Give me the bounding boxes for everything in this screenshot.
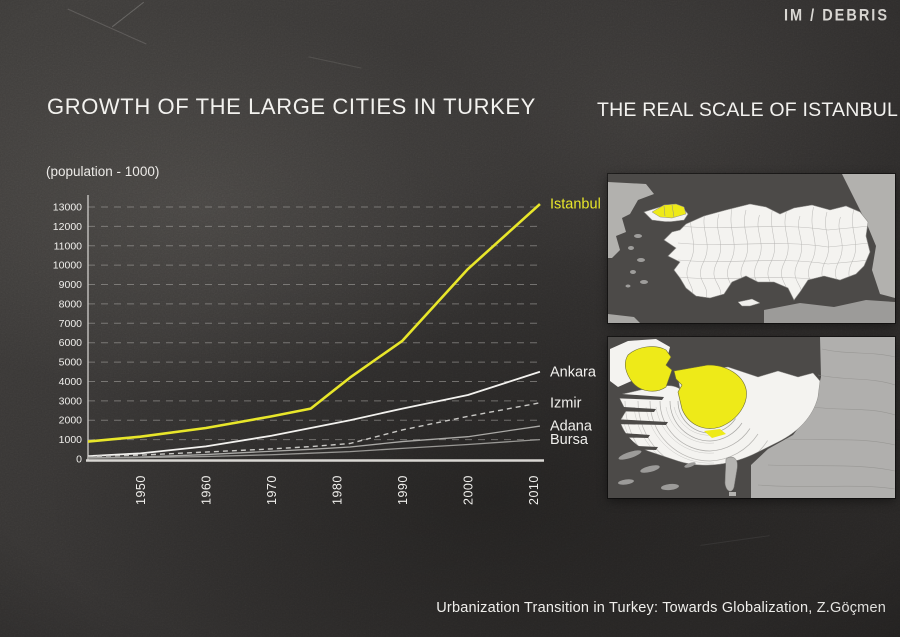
turkey-provinces-map <box>608 174 895 323</box>
y-axis-tick-label: 3000 <box>59 395 83 407</box>
y-axis-tick-label: 7000 <box>59 318 83 330</box>
series-label-istanbul: Istanbul <box>550 197 601 213</box>
x-axis-tick-label: 1970 <box>265 475 279 505</box>
y-axis-tick-label: 4000 <box>59 376 83 388</box>
y-axis-tick-label: 10000 <box>53 260 82 272</box>
y-axis-tick-label: 8000 <box>59 298 83 310</box>
scratch-mark <box>308 56 362 69</box>
y-axis-tick-label: 2000 <box>59 415 83 427</box>
scratch-mark <box>700 535 770 546</box>
y-axis-tick-label: 11000 <box>54 240 83 252</box>
growth-chart-canvas: 0 1000 2000 3000 4000 5000 6000 7000 8000 9000 100… <box>53 195 601 505</box>
series-label-izmir: Izmir <box>550 395 582 411</box>
series-line-izmir <box>87 402 541 458</box>
source-citation: Urbanization Transition in Turkey: Towar… <box>436 600 886 616</box>
istanbul-real-scale-map <box>608 337 895 498</box>
brand-logo: IM / DEBRIS <box>784 6 889 26</box>
x-axis-tick-label: 1990 <box>396 475 410 505</box>
y-axis-unit-label: (population - 1000) <box>46 164 160 179</box>
x-axis-tick-label: 2000 <box>461 475 475 505</box>
series-line-ankara <box>87 370 541 457</box>
y-axis-tick-label: 12000 <box>53 221 82 233</box>
y-axis-tick-label: 5000 <box>59 357 83 369</box>
maps-title: THE REAL SCALE OF ISTANBUL <box>597 99 899 121</box>
scratch-mark <box>67 8 147 45</box>
x-axis-tick-label: 1950 <box>134 475 148 505</box>
y-axis-tick-label: 9000 <box>59 279 83 291</box>
x-axis-tick-label: 2010 <box>527 475 541 505</box>
chart-title: GROWTH OF THE LARGE CITIES IN TURKEY <box>47 94 536 119</box>
series-label-bursa: Bursa <box>550 432 589 448</box>
scratch-mark <box>111 1 145 28</box>
x-axis-tick-label: 1980 <box>330 475 344 505</box>
y-axis-tick-label: 0 <box>76 454 82 466</box>
y-axis-tick-label: 6000 <box>59 337 83 349</box>
series-label-ankara: Ankara <box>550 364 597 380</box>
y-axis-tick-label: 1000 <box>59 434 83 446</box>
growth-line-chart: 0 1000 2000 3000 4000 5000 6000 7000 8000 9000 100… <box>30 185 620 520</box>
marmara-sea <box>657 221 679 231</box>
x-axis-tick-label: 1960 <box>199 475 213 505</box>
y-axis-tick-label: 13000 <box>53 202 82 214</box>
cyprus-warped-fragment <box>729 492 736 496</box>
